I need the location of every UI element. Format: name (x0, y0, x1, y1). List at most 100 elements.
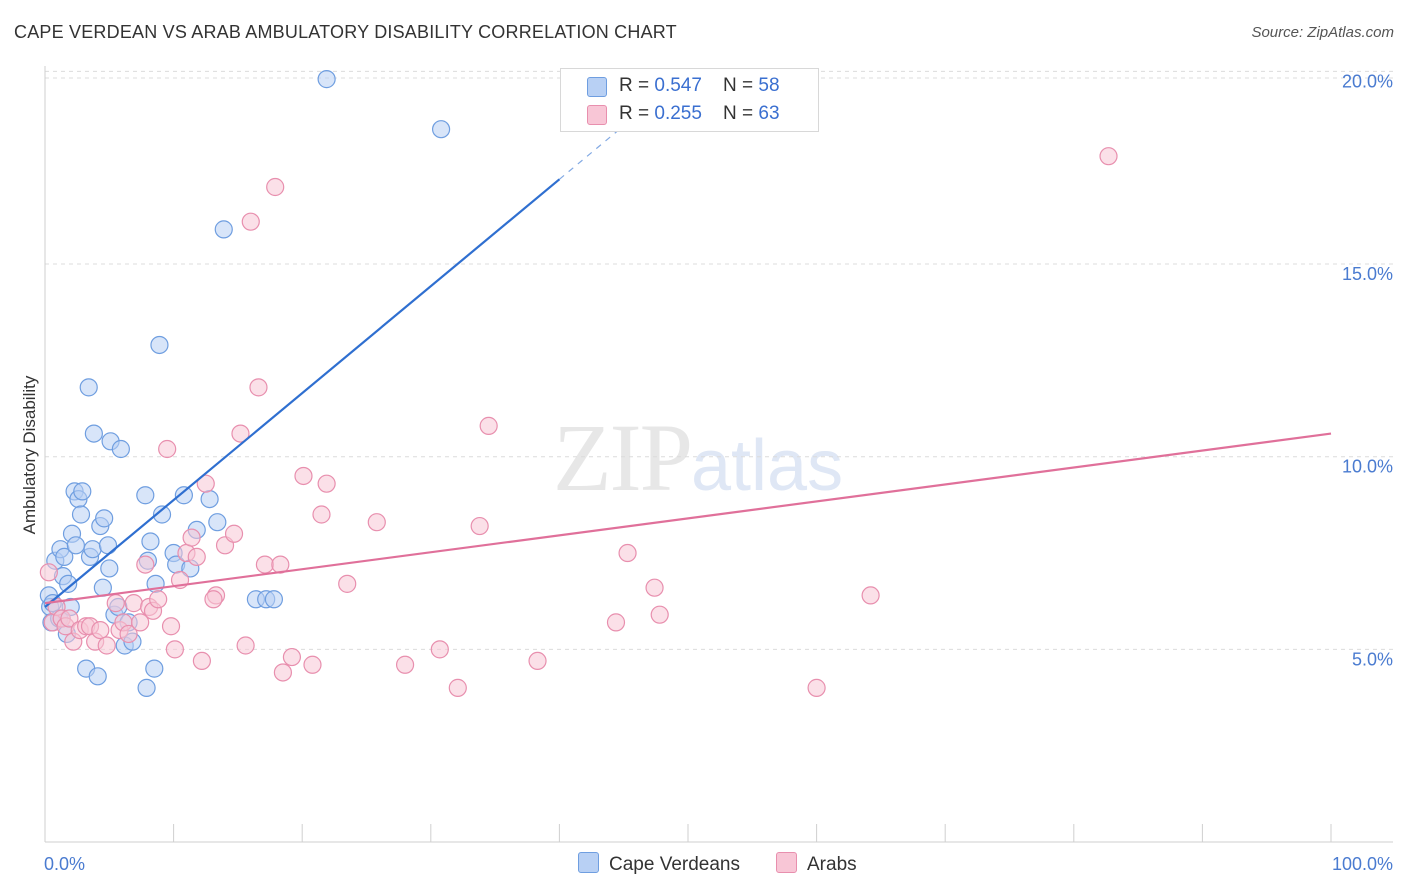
arab-point (606, 613, 626, 632)
arab-point (1099, 147, 1118, 166)
arab-point (528, 651, 547, 671)
arab-point (266, 177, 285, 197)
grid-lines (45, 70, 1393, 650)
r-value: 0.547 (654, 75, 702, 96)
r-value: 0.255 (654, 103, 702, 124)
stats-legend: R = 0.547 N = 58 R = 0.255 N = 63 (560, 68, 819, 132)
cape-verdean-point (59, 574, 78, 593)
cape-verdean-point (100, 559, 119, 578)
watermark: ZIPatlas (553, 402, 843, 513)
arab-point (470, 516, 489, 536)
arab-point (224, 524, 244, 543)
cape-verdean-point (95, 509, 114, 528)
cape-verdean-point (137, 678, 156, 697)
bottom-legend-label: Cape Verdeans (609, 854, 740, 875)
arab-point (861, 586, 880, 605)
bottom-swatch-pink (776, 852, 797, 873)
arab-point (294, 466, 313, 486)
arab-point (39, 563, 58, 582)
cape-verdean-point (264, 590, 284, 609)
arab-point (149, 590, 168, 609)
arab-point (479, 416, 498, 435)
arab-point (231, 424, 250, 443)
cape-verdeans-trend-line (44, 178, 561, 608)
cape-verdean-point (84, 424, 103, 443)
cape-verdean-point (111, 439, 130, 459)
cape-verdean-point (71, 505, 91, 524)
arab-point (317, 474, 336, 493)
cape-verdean-point (174, 486, 193, 505)
cape-verdean-point (141, 532, 160, 551)
arab-point (395, 655, 415, 674)
legend-swatch-blue (587, 77, 607, 97)
y-axis-label: Ambulatory Disability (20, 375, 39, 534)
cape-verdean-point (200, 489, 219, 509)
n-label: N = (723, 75, 759, 96)
chart-title: CAPE VERDEAN VS ARAB AMBULATORY DISABILI… (14, 22, 677, 42)
cape-verdean-point (73, 482, 92, 501)
y-tick-label: 15.0% (1342, 264, 1393, 284)
legend-swatch-pink (587, 105, 607, 125)
chart-source: Source: ZipAtlas.com (1251, 24, 1394, 41)
x-tick-label-max: 100.0% (1332, 854, 1393, 874)
trend-lines (44, 114, 1332, 608)
watermark-zip: ZIP (553, 404, 693, 511)
arab-point (273, 663, 293, 682)
y-tick-label: 10.0% (1342, 457, 1393, 477)
cape-verdean-point (83, 540, 102, 559)
arab-point (303, 655, 322, 674)
n-label: N = (723, 103, 759, 124)
arab-point (187, 547, 206, 566)
y-tick-label: 5.0% (1352, 649, 1393, 669)
arab-point (124, 594, 143, 613)
arab-point (136, 555, 155, 574)
arab-point (182, 528, 201, 547)
cape-verdean-point (150, 335, 169, 355)
watermark-atlas: atlas (691, 426, 844, 506)
legend-stats-cape-verdeans: R = 0.547 N = 58 (619, 75, 780, 97)
cape-verdean-point (214, 220, 233, 239)
arab-point (192, 651, 211, 671)
n-value: 58 (758, 75, 780, 96)
arab-point (645, 578, 664, 597)
arab-point (131, 613, 150, 632)
arab-point (338, 574, 357, 593)
r-label: R = (619, 103, 655, 124)
arab-point (106, 594, 125, 613)
arab-point (255, 555, 275, 574)
n-value: 63 (758, 103, 780, 124)
arab-point (91, 620, 110, 640)
arab-point (60, 609, 79, 628)
cape-verdean-point (88, 667, 107, 686)
cape-verdean-point (431, 120, 451, 139)
arab-point (97, 636, 116, 655)
arabs-trend-line (44, 432, 1332, 605)
arab-point (448, 678, 467, 697)
bottom-legend-cape-verdeans: Cape Verdeans (578, 852, 740, 876)
cape-verdeans-points (39, 70, 451, 697)
arab-point (241, 212, 260, 231)
arab-point (650, 605, 669, 624)
arab-point (807, 678, 826, 697)
bottom-swatch-blue (578, 852, 599, 873)
legend-stats-arabs: R = 0.255 N = 63 (619, 103, 780, 125)
arab-point (165, 640, 184, 659)
cape-verdean-point (66, 536, 85, 555)
arab-point (161, 617, 181, 636)
cape-verdean-point (79, 378, 98, 397)
bottom-legend-arabs: Arabs (776, 852, 857, 876)
cape-verdeans-trend-extension (559, 114, 637, 180)
bottom-legend-label: Arabs (807, 854, 857, 875)
axis-labels: 5.0% 10.0% 15.0% 20.0% 0.0% 100.0% Ambulatory … (20, 71, 1393, 874)
y-tick-label: 20.0% (1342, 71, 1393, 91)
cape-verdean-point (55, 547, 74, 566)
cape-verdean-point (98, 536, 118, 555)
cape-verdean-point (208, 513, 227, 532)
arab-point (312, 505, 331, 524)
x-tick-label-min: 0.0% (44, 854, 85, 874)
arab-point (282, 647, 302, 667)
arab-point (119, 624, 138, 644)
axes (44, 66, 1393, 843)
arab-point (618, 543, 637, 563)
